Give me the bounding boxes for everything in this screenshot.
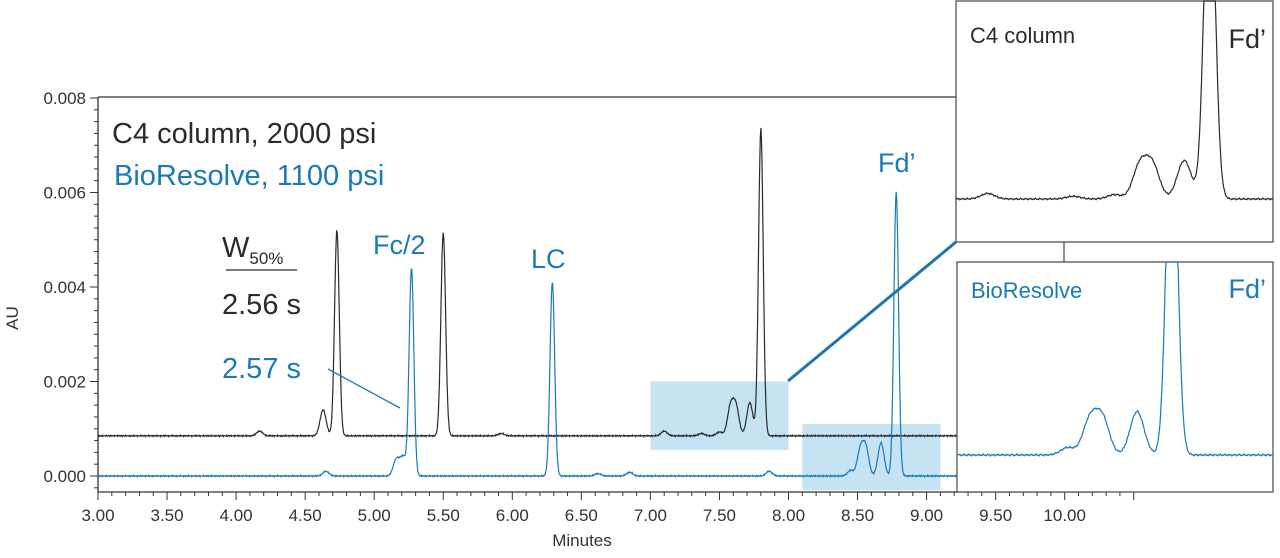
inset-trace-c4 (955, 0, 1274, 201)
x-tick-label: 7.50 (703, 506, 736, 525)
inset-bio-title: BioResolve (971, 278, 1082, 303)
y-tick-label: 0.008 (43, 89, 86, 108)
w50-label: W50% (222, 232, 283, 268)
x-tick-label: 6.50 (565, 506, 598, 525)
legend-bioresolve: BioResolve, 1100 psi (114, 160, 384, 192)
x-axis-label: Minutes (552, 531, 612, 550)
w50-bio-value: 2.57 s (222, 353, 301, 385)
x-tick-label: 4.00 (220, 506, 253, 525)
y-tick-label: 0.006 (43, 184, 86, 203)
x-tick-label: 5.50 (427, 506, 460, 525)
x-tick-label: 6.00 (496, 506, 529, 525)
trace-c4 (97, 127, 1008, 438)
x-tick-label: 4.50 (289, 506, 322, 525)
x-tick-label: 3.00 (81, 506, 114, 525)
w50-annotation: W50% 2.56 s 2.57 s (222, 232, 401, 409)
peak-label-fc2: Fc/2 (373, 230, 426, 260)
x-tick-label: 7.00 (634, 506, 667, 525)
axes: 3.00 3.50 4.00 4.50 5.00 5.50 6.00 6.50 7.00 7.50… (43, 89, 1135, 525)
highlight-region-2 (802, 424, 941, 491)
w50-c4-value: 2.56 s (222, 289, 301, 321)
w50-pointer-line (327, 368, 401, 409)
y-tick-label: 0.004 (43, 278, 86, 297)
zoom-connector-line (787, 240, 957, 383)
inset-c4-peak-label: Fd’ (1228, 24, 1266, 54)
x-tick-label: 8.00 (772, 506, 805, 525)
inset-c4-frame (955, 0, 1274, 243)
x-tick-label: 5.00 (358, 506, 391, 525)
highlight-region-1 (650, 381, 789, 451)
inset-c4: C4 column Fd’ (955, 0, 1274, 243)
inset-c4-title: C4 column (970, 23, 1075, 48)
traces (97, 127, 1008, 479)
y-tick-label: 0.002 (43, 373, 86, 392)
x-tick-label: 8.50 (841, 506, 874, 525)
trace-bioresolve (97, 191, 1008, 479)
x-tick-label: 3.50 (151, 506, 184, 525)
inset-trace-bioresolve (956, 261, 1273, 458)
peak-label-fd: Fd’ (878, 148, 916, 178)
x-tick-label: 9.00 (910, 506, 943, 525)
inset-bio-peak-label: Fd’ (1228, 274, 1266, 304)
inset-bioresolve: BioResolve Fd’ (956, 261, 1274, 493)
x-tick-label: 9.50 (979, 506, 1012, 525)
peak-label-lc: LC (531, 244, 566, 274)
x-tick-label: 10.00 (1043, 506, 1086, 525)
legend-c4: C4 column, 2000 psi (112, 118, 376, 150)
y-axis-label: AU (3, 306, 22, 330)
y-tick-label: 0.000 (43, 467, 86, 486)
